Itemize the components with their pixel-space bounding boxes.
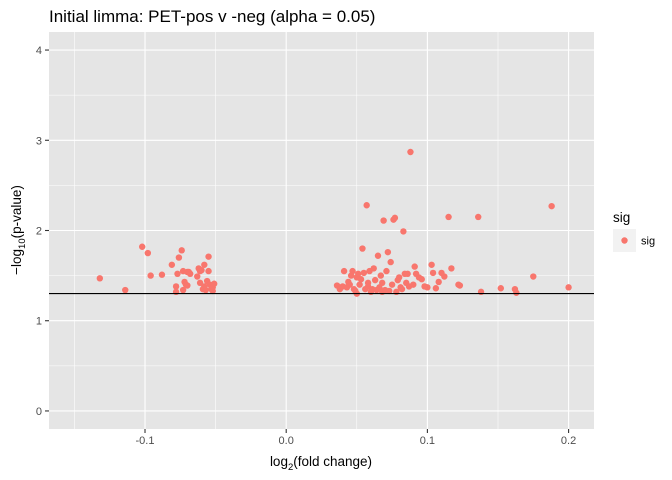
data-point [355, 270, 362, 278]
x-axis-title-suffix: (fold change) [293, 454, 372, 469]
data-point [398, 285, 406, 293]
y-tick-label: 1 [36, 316, 42, 328]
y-tick-label: 3 [36, 135, 42, 147]
data-point [456, 282, 464, 289]
data-point [400, 228, 407, 235]
y-tick-label: 0 [36, 406, 42, 418]
y-axis-title-suffix: (p-value) [9, 185, 24, 238]
data-point [388, 281, 396, 288]
data-point [201, 261, 208, 268]
data-point [411, 263, 418, 270]
data-point [418, 276, 425, 283]
data-point [475, 213, 482, 221]
data-point [349, 267, 356, 275]
chart-title: Initial limma: PET-pos v -neg (alpha = 0… [49, 7, 375, 26]
data-point [172, 283, 180, 290]
data-point [435, 278, 442, 286]
x-tick-label: 0.2 [561, 435, 576, 447]
data-point [179, 286, 187, 294]
data-point [384, 248, 392, 256]
data-point [356, 281, 363, 288]
data-point [122, 286, 129, 294]
data-point [395, 274, 403, 281]
data-point [377, 272, 384, 279]
data-point [96, 275, 104, 282]
y-axis-title: −log10(p-value) [9, 185, 28, 275]
data-point [186, 270, 194, 278]
data-point [374, 252, 382, 259]
data-point [530, 273, 537, 280]
data-point [497, 285, 505, 292]
x-axis: -0.1 0.0 0.1 0.2 [136, 429, 576, 447]
data-point [357, 276, 365, 283]
data-point [513, 289, 520, 296]
legend-label: sig [641, 236, 655, 248]
x-tick-label: 0.1 [420, 435, 435, 447]
data-point [202, 286, 209, 294]
data-point [158, 271, 166, 278]
data-point [168, 261, 176, 268]
data-point [387, 258, 394, 266]
data-point [386, 287, 393, 295]
data-point [407, 148, 414, 156]
y-axis-title-prefix: −log [9, 249, 24, 275]
data-point [346, 281, 353, 288]
data-point [429, 269, 437, 277]
data-point [359, 245, 366, 252]
data-point [175, 254, 183, 261]
data-point [441, 273, 448, 280]
y-tick-label: 4 [36, 45, 42, 57]
data-point [196, 279, 204, 287]
major-gridlines [49, 32, 594, 429]
data-point [379, 279, 386, 287]
data-point [391, 214, 399, 222]
y-axis-title-subscript: 10 [17, 238, 28, 249]
data-point [404, 270, 411, 278]
data-point [360, 269, 368, 277]
data-point [371, 276, 379, 284]
data-point [194, 273, 201, 280]
y-axis: 0 1 2 3 4 [36, 45, 49, 418]
data-point [340, 267, 348, 275]
legend: sig sig [613, 210, 655, 252]
data-point [424, 284, 431, 291]
plot-panel [49, 32, 594, 429]
y-tick-label: 2 [36, 226, 42, 238]
data-point [370, 265, 377, 272]
x-tick-label: 0.0 [279, 435, 294, 447]
legend-key-dot [621, 237, 628, 244]
data-point [144, 249, 152, 257]
data-points [96, 148, 572, 297]
x-axis-title-subscript: 2 [288, 462, 293, 473]
data-point [432, 285, 440, 292]
data-point [445, 213, 452, 221]
data-point [383, 267, 390, 275]
data-point [205, 253, 212, 260]
data-point [210, 280, 218, 287]
legend-title: sig [613, 210, 630, 225]
x-axis-title: log2(fold change) [270, 454, 372, 473]
x-tick-label: -0.1 [136, 435, 155, 447]
data-point [178, 247, 185, 254]
data-point [184, 282, 191, 289]
data-point [174, 270, 181, 278]
data-point [147, 272, 154, 279]
data-point [410, 281, 417, 288]
data-point [548, 202, 555, 210]
data-point [380, 217, 387, 224]
data-point [363, 202, 370, 209]
data-point [448, 265, 455, 272]
x-axis-title-prefix: log [270, 454, 288, 469]
data-point [138, 243, 146, 250]
data-point [205, 267, 212, 275]
data-point [198, 267, 205, 274]
data-point [428, 261, 435, 268]
data-point [565, 284, 572, 291]
